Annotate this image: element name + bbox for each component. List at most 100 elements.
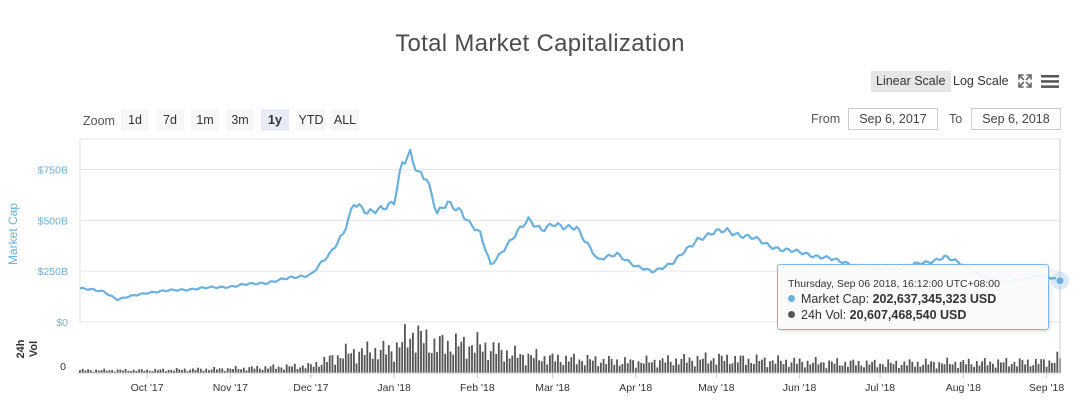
from-date-input[interactable]: Sep 6, 2017 (848, 108, 938, 130)
volume-bar (742, 355, 745, 373)
volume-bar (355, 363, 358, 373)
volume-bar (312, 366, 315, 373)
volume-bar (310, 364, 312, 373)
volume-bar (191, 368, 194, 373)
volume-bar (412, 332, 414, 373)
volume-bar (664, 362, 667, 373)
volume-bars (79, 324, 1061, 374)
zoom-1m-button[interactable]: 1m (191, 109, 219, 131)
volume-bar (87, 369, 89, 373)
volume-bar (218, 368, 221, 373)
volume-bar (253, 368, 256, 373)
tooltip-volume-value: 20,607,468,540 USD (849, 308, 967, 322)
zoom-all-button[interactable]: ALL (331, 109, 359, 131)
volume-bar (889, 362, 892, 373)
volume-bar (283, 369, 285, 373)
volume-bar (382, 340, 385, 373)
volume-bar (503, 361, 506, 373)
volume-bar (194, 370, 197, 373)
volume-bar (208, 370, 210, 373)
volume-bar (554, 361, 557, 373)
volume-bar (250, 366, 253, 373)
volume-bar (234, 366, 237, 373)
volume-bar (817, 364, 820, 373)
zoom-1d-button[interactable]: 1d (121, 109, 149, 131)
zoom-1y-button[interactable]: 1y (261, 109, 289, 131)
volume-bar (401, 342, 404, 373)
to-date-input[interactable]: Sep 6, 2018 (971, 108, 1061, 130)
volume-bar (369, 352, 371, 373)
volume-bar (350, 353, 353, 373)
volume-bar (261, 369, 264, 373)
volume-bar (522, 354, 524, 373)
volume-bar (621, 364, 624, 373)
volume-bar (597, 366, 600, 373)
volume-bar (983, 358, 986, 373)
volume-zero-tick: 0 (60, 361, 66, 373)
zoom-ytd-button[interactable]: YTD (296, 109, 326, 131)
volume-bar (487, 359, 489, 373)
volume-bar (1002, 362, 1005, 373)
x-tick-label: Jan '18 (377, 382, 411, 394)
volume-bar (935, 368, 938, 373)
volume-bar (728, 364, 731, 373)
volume-bar (463, 336, 465, 373)
tooltip: Thursday, Sep 06 2018, 16:12:00 UTC+08:0… (777, 264, 1049, 330)
volume-bar (409, 338, 412, 373)
volume-bar (616, 359, 618, 373)
volume-bar (836, 358, 839, 373)
volume-bar (433, 338, 436, 373)
x-axis-ticks: Oct '17 Nov '17 Dec '17 Jan '18 Feb '18 Mar '… (131, 373, 1064, 394)
volume-bar (495, 354, 498, 373)
volume-bar (497, 342, 500, 373)
zoom-3m-button[interactable]: 3m (226, 109, 254, 131)
fullscreen-icon[interactable] (1017, 73, 1033, 89)
volume-bar (226, 368, 229, 373)
volume-bar (1048, 360, 1051, 373)
volume-bar (675, 358, 677, 373)
volume-bar (508, 358, 511, 373)
volume-bar (189, 369, 191, 373)
x-tick-label: Nov '17 (213, 382, 248, 394)
volume-bar (444, 353, 447, 373)
volume-bar (629, 359, 632, 373)
volume-bar (884, 367, 887, 373)
volume-bar (750, 363, 753, 373)
y-tick-label: $750B (38, 165, 68, 177)
volume-bar (417, 325, 420, 373)
volume-bar (763, 357, 766, 373)
volume-bar (785, 359, 787, 373)
y-tick-label: $0 (56, 317, 68, 329)
volume-bar (422, 343, 425, 373)
volume-bar (259, 368, 261, 373)
volume-bar (210, 369, 213, 373)
volume-bar (683, 354, 685, 373)
volume-bar (420, 330, 422, 373)
volume-bar (285, 364, 288, 373)
volume-bar (704, 352, 707, 373)
volume-bar (465, 358, 468, 373)
zoom-7d-button[interactable]: 7d (156, 109, 184, 131)
volume-bar (197, 367, 199, 373)
linear-scale-button[interactable]: Linear Scale (871, 71, 951, 92)
y-tick-label: $500B (38, 215, 68, 227)
volume-bar (685, 362, 688, 373)
volume-bar (275, 368, 277, 373)
volume-bar (712, 358, 715, 373)
hamburger-menu-icon[interactable] (1041, 74, 1059, 89)
volume-bar (199, 368, 202, 373)
tooltip-volume-label: 24h Vol: (801, 308, 847, 322)
volume-bar (973, 366, 975, 373)
volume-bar (473, 352, 476, 373)
volume-bar (232, 369, 234, 373)
volume-bar (688, 357, 691, 373)
log-scale-button[interactable]: Log Scale (953, 74, 1009, 88)
volume-bar (782, 364, 785, 373)
volume-bar (887, 359, 890, 373)
volume-bar (328, 355, 331, 373)
volume-bar (379, 349, 382, 373)
volume-bar (957, 368, 959, 373)
volume-bar (100, 370, 103, 373)
volume-bar (736, 362, 739, 373)
volume-bar (559, 361, 562, 373)
